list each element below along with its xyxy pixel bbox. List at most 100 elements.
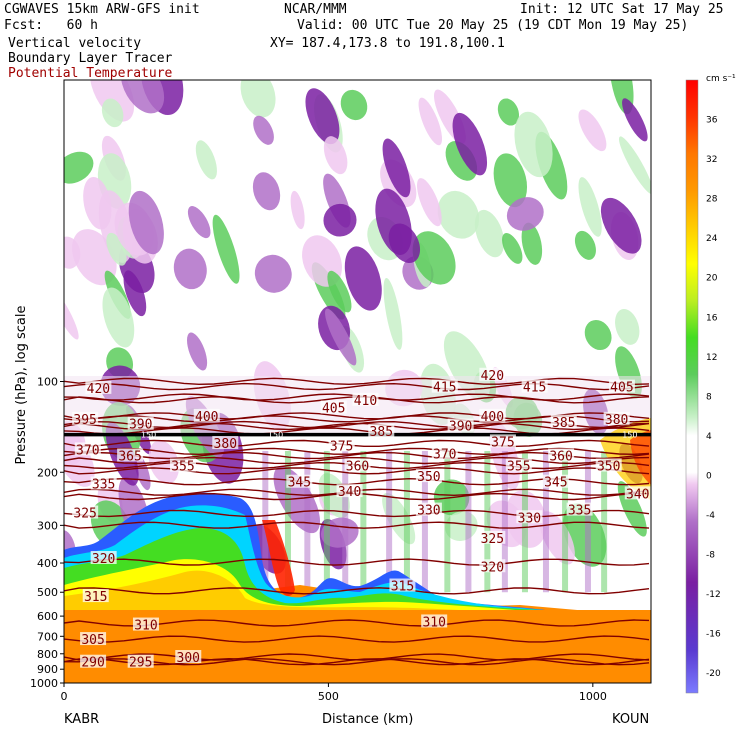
velocity-cell bbox=[574, 230, 596, 260]
theta-label-320: 320 bbox=[92, 552, 115, 567]
y-tick-label: 900 bbox=[37, 663, 58, 676]
theta-contour-300 bbox=[64, 653, 650, 661]
theta-label-bg bbox=[74, 442, 101, 456]
theta-contour-375 bbox=[64, 439, 650, 448]
colorbar-tick-label: 8 bbox=[706, 392, 712, 402]
velocity-cell bbox=[600, 197, 642, 254]
theta-label-bg bbox=[542, 474, 569, 488]
field-layer: 420 415 420 415 405 395 390 400 405 410 400 385 380 3… bbox=[64, 80, 651, 683]
x-tick-label: 1000 bbox=[579, 690, 607, 703]
theta-label-370: 370 bbox=[76, 443, 99, 458]
theta-label-365: 365 bbox=[118, 450, 141, 465]
theta-label-bg bbox=[421, 614, 448, 628]
theta-label-395: 395 bbox=[73, 413, 96, 428]
theta-label-bg bbox=[212, 436, 239, 450]
theta-label-385: 385 bbox=[552, 416, 575, 431]
colorbar-tick-label: 0 bbox=[706, 471, 712, 481]
theta-label-bg bbox=[169, 458, 196, 472]
theta-label-380: 380 bbox=[605, 413, 628, 428]
theta-contour-350 bbox=[64, 467, 650, 475]
theta-label-315: 315 bbox=[84, 590, 107, 605]
velocity-cell bbox=[622, 98, 648, 142]
y-tick-label: 500 bbox=[37, 586, 58, 599]
theta-label-bg bbox=[72, 505, 99, 519]
colorbar-tick-label: -20 bbox=[706, 669, 721, 679]
cross-section-endpoints: XY= 187.4,173.8 to 191.8,100.1 bbox=[270, 36, 505, 51]
velocity-cell bbox=[383, 277, 403, 350]
theta-label-bg bbox=[624, 486, 651, 500]
velocity-cell bbox=[615, 308, 640, 345]
theta-label-bg bbox=[80, 632, 107, 646]
velocity-cell bbox=[64, 151, 94, 184]
theta-label-bg bbox=[431, 446, 458, 460]
theta-contour-305 bbox=[64, 635, 650, 643]
colorbar-tick-label: -4 bbox=[706, 511, 715, 521]
theta-label-bg bbox=[431, 379, 458, 393]
theta-label-345: 345 bbox=[288, 476, 311, 491]
theta-label-375: 375 bbox=[330, 439, 353, 454]
velocity-cell bbox=[452, 112, 488, 176]
theta-label-bg bbox=[415, 469, 442, 483]
theta-label-350: 350 bbox=[417, 470, 440, 485]
velocity-cell bbox=[102, 287, 135, 348]
theta-label-315: 315 bbox=[391, 580, 414, 595]
theta-label-420: 420 bbox=[481, 369, 504, 384]
velocity-cell bbox=[187, 332, 208, 371]
theta-contour-320 bbox=[64, 558, 650, 566]
velocity-cell bbox=[83, 176, 112, 230]
velocity-streak bbox=[601, 450, 608, 593]
velocity-cell bbox=[305, 88, 340, 145]
velocity-cell bbox=[474, 209, 505, 258]
velocity-cell bbox=[89, 80, 135, 122]
theta-label-bg bbox=[320, 400, 347, 414]
velocity-cell bbox=[521, 222, 543, 265]
colorbar-tick-label: -12 bbox=[706, 590, 721, 600]
tropopause-marker: 150 bbox=[268, 431, 283, 440]
y-tick-label: 1000 bbox=[30, 677, 58, 690]
start-station-label: KABR bbox=[64, 712, 100, 727]
velocity-cell bbox=[120, 80, 165, 114]
theta-label-405: 405 bbox=[322, 402, 345, 417]
theta-label-bg bbox=[80, 654, 107, 668]
velocity-cell bbox=[106, 232, 127, 266]
theta-label-400: 400 bbox=[195, 410, 218, 425]
theta-label-390: 390 bbox=[129, 418, 152, 433]
theta-label-bg bbox=[603, 411, 630, 425]
theta-contour-310 bbox=[64, 619, 650, 627]
velocity-cell bbox=[323, 136, 348, 175]
theta-label-355: 355 bbox=[171, 460, 194, 475]
velocity-cell bbox=[502, 232, 523, 264]
theta-label-340: 340 bbox=[338, 485, 361, 500]
theta-label-390: 390 bbox=[449, 420, 472, 435]
theta-label-bg bbox=[344, 458, 371, 472]
theta-label-360: 360 bbox=[346, 460, 369, 475]
theta-label-bg bbox=[550, 414, 577, 428]
colorbar-tick-label: 24 bbox=[706, 234, 718, 244]
velocity-cell bbox=[128, 190, 164, 255]
colorbar-tick-label: 16 bbox=[706, 313, 718, 323]
y-tick-label: 400 bbox=[37, 557, 58, 570]
y-tick-label: 100 bbox=[37, 376, 58, 389]
y-tick-label: 300 bbox=[37, 519, 58, 532]
theta-contour-415 bbox=[64, 382, 650, 391]
theta-label-305: 305 bbox=[81, 633, 104, 648]
theta-contour-295 bbox=[64, 657, 650, 666]
theta-contour-325 bbox=[64, 521, 650, 529]
theta-label-bg bbox=[479, 559, 506, 573]
velocity-streak bbox=[403, 450, 410, 593]
theta-label-bg bbox=[505, 458, 532, 472]
theta-contour-315 bbox=[64, 587, 650, 595]
theta-label-bg bbox=[117, 448, 144, 462]
theta-label-bg bbox=[447, 418, 474, 432]
theta-label-340: 340 bbox=[626, 487, 649, 502]
velocity-streak bbox=[501, 450, 508, 593]
colorbar bbox=[685, 79, 699, 694]
velocity-cell bbox=[584, 319, 612, 351]
theta-label-bg bbox=[389, 578, 416, 592]
colorbar-tick-label: 36 bbox=[706, 116, 718, 126]
theta-label-420: 420 bbox=[87, 382, 110, 397]
velocity-cell bbox=[101, 98, 124, 128]
velocity-cell bbox=[325, 308, 357, 366]
theta-label-335: 335 bbox=[92, 478, 115, 493]
